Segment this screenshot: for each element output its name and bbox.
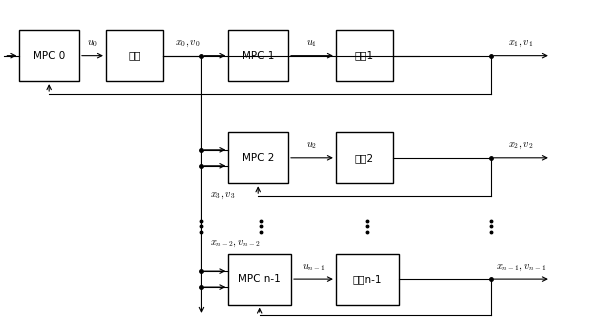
Text: 后车2: 后车2 bbox=[355, 153, 374, 163]
Bar bbox=[229, 30, 288, 81]
Text: $x_0, v_0$: $x_0, v_0$ bbox=[175, 39, 201, 49]
Text: 头车: 头车 bbox=[128, 51, 140, 61]
Bar bbox=[19, 30, 79, 81]
Bar bbox=[336, 30, 392, 81]
Bar bbox=[336, 253, 398, 305]
Text: MPC 1: MPC 1 bbox=[242, 51, 274, 61]
Text: $x_2, v_2$: $x_2, v_2$ bbox=[508, 141, 533, 151]
Text: $u_1$: $u_1$ bbox=[307, 39, 317, 49]
Text: $u_{n-1}$: $u_{n-1}$ bbox=[302, 262, 325, 273]
Text: 后车1: 后车1 bbox=[355, 51, 374, 61]
Text: MPC 0: MPC 0 bbox=[33, 51, 65, 61]
Text: MPC n-1: MPC n-1 bbox=[238, 274, 281, 284]
Bar bbox=[229, 132, 288, 183]
Text: 后车n-1: 后车n-1 bbox=[352, 274, 382, 284]
Bar bbox=[336, 132, 392, 183]
Text: $x_3, v_3$: $x_3, v_3$ bbox=[211, 191, 236, 201]
Bar bbox=[106, 30, 163, 81]
Text: $u_2$: $u_2$ bbox=[307, 141, 317, 151]
Text: MPC 2: MPC 2 bbox=[242, 153, 274, 163]
Bar bbox=[229, 253, 291, 305]
Text: $x_1, v_1$: $x_1, v_1$ bbox=[508, 39, 533, 49]
Text: $x_{n-1}, v_{n-1}$: $x_{n-1}, v_{n-1}$ bbox=[496, 262, 546, 273]
Text: $x_{n-2}, v_{n-2}$: $x_{n-2}, v_{n-2}$ bbox=[211, 239, 261, 249]
Text: $u_0$: $u_0$ bbox=[87, 39, 98, 49]
